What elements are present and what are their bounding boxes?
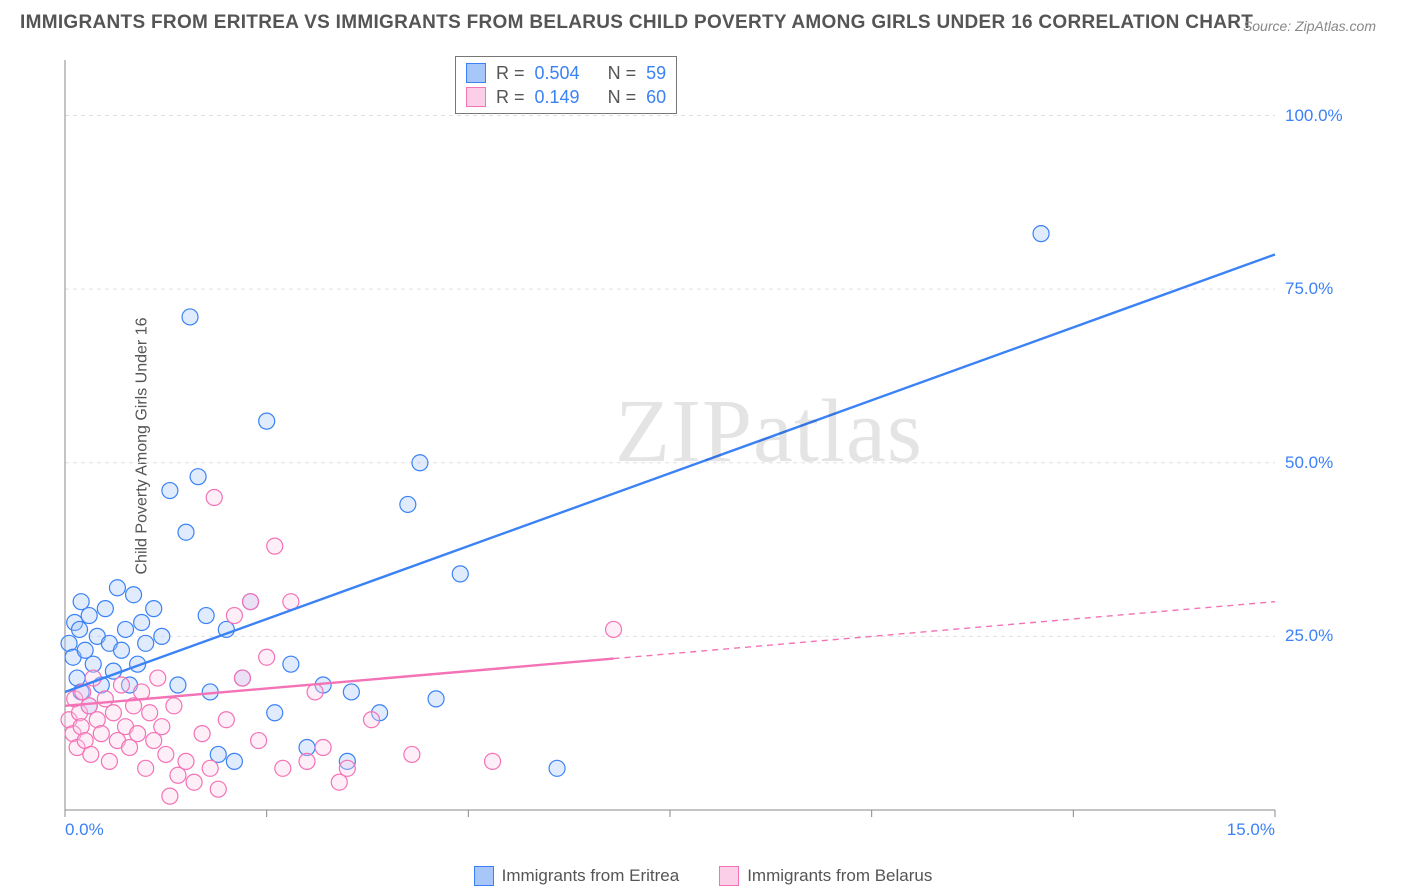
n-value: 59 <box>646 61 666 85</box>
n-label: N = <box>608 85 637 109</box>
axis-tick-label: 50.0% <box>1285 453 1333 473</box>
legend-item-belarus: Immigrants from Belarus <box>719 866 932 886</box>
series-legend: Immigrants from Eritrea Immigrants from … <box>0 866 1406 886</box>
legend-item-eritrea: Immigrants from Eritrea <box>474 866 680 886</box>
chart-title: IMMIGRANTS FROM ERITREA VS IMMIGRANTS FR… <box>20 12 1253 34</box>
legend-row: R = 0.149 N = 60 <box>466 85 666 109</box>
legend-swatch-eritrea <box>474 866 494 886</box>
legend-swatch-eritrea <box>466 63 486 83</box>
n-value: 60 <box>646 85 666 109</box>
axis-tick-label: 15.0% <box>1227 820 1275 840</box>
axis-tick-label: 25.0% <box>1285 626 1333 646</box>
r-value: 0.149 <box>535 85 580 109</box>
axis-tick-label: 0.0% <box>65 820 104 840</box>
legend-label: Immigrants from Belarus <box>747 866 932 886</box>
n-label: N = <box>608 61 637 85</box>
legend-swatch-belarus <box>719 866 739 886</box>
r-value: 0.504 <box>535 61 580 85</box>
r-label: R = <box>496 85 525 109</box>
r-label: R = <box>496 61 525 85</box>
correlation-legend: R = 0.504 N = 59 R = 0.149 N = 60 <box>455 56 677 114</box>
legend-swatch-belarus <box>466 87 486 107</box>
chart-svg <box>55 50 1335 840</box>
legend-label: Immigrants from Eritrea <box>502 866 680 886</box>
axis-tick-label: 75.0% <box>1285 279 1333 299</box>
axis-tick-label: 100.0% <box>1285 106 1343 126</box>
source-label: Source: ZipAtlas.com <box>1243 18 1376 34</box>
legend-row: R = 0.504 N = 59 <box>466 61 666 85</box>
scatter-plot: ZIPatlas 25.0%50.0%75.0%100.0%0.0%15.0% <box>55 50 1335 840</box>
